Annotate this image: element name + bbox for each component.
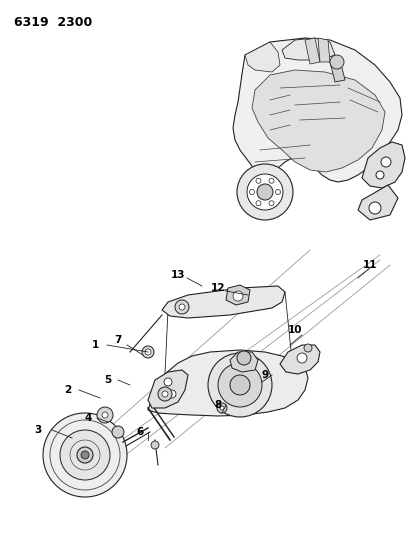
- Circle shape: [269, 178, 274, 183]
- Circle shape: [112, 426, 124, 438]
- Circle shape: [233, 291, 243, 301]
- Circle shape: [97, 407, 113, 423]
- Circle shape: [43, 413, 127, 497]
- Polygon shape: [226, 285, 250, 305]
- Circle shape: [256, 178, 261, 183]
- Circle shape: [247, 174, 283, 210]
- Circle shape: [168, 390, 176, 398]
- Circle shape: [164, 378, 172, 386]
- Text: 6319  2300: 6319 2300: [14, 16, 92, 29]
- Polygon shape: [362, 142, 405, 188]
- Circle shape: [77, 447, 93, 463]
- Text: 2: 2: [64, 385, 72, 395]
- Circle shape: [208, 353, 272, 417]
- Text: 4: 4: [84, 413, 92, 423]
- Polygon shape: [230, 352, 258, 372]
- Circle shape: [369, 202, 381, 214]
- Circle shape: [256, 201, 261, 206]
- Circle shape: [151, 441, 159, 449]
- Polygon shape: [282, 38, 335, 60]
- Polygon shape: [330, 60, 345, 82]
- Circle shape: [218, 363, 262, 407]
- Polygon shape: [162, 286, 285, 318]
- Circle shape: [250, 190, 255, 195]
- Text: 13: 13: [171, 270, 185, 280]
- Circle shape: [145, 349, 151, 355]
- Circle shape: [330, 55, 344, 69]
- Circle shape: [60, 430, 110, 480]
- Circle shape: [179, 304, 185, 310]
- Text: 9: 9: [262, 370, 268, 380]
- Circle shape: [275, 190, 281, 195]
- Polygon shape: [148, 350, 308, 416]
- Circle shape: [304, 344, 312, 352]
- Circle shape: [102, 412, 108, 418]
- Circle shape: [269, 201, 274, 206]
- Circle shape: [237, 351, 251, 365]
- Polygon shape: [233, 38, 402, 182]
- Text: 8: 8: [214, 400, 222, 410]
- Text: 10: 10: [288, 325, 302, 335]
- Circle shape: [376, 171, 384, 179]
- Circle shape: [381, 157, 391, 167]
- Text: 5: 5: [104, 375, 112, 385]
- Text: 11: 11: [363, 260, 377, 270]
- Text: 12: 12: [211, 283, 225, 293]
- Circle shape: [162, 391, 168, 397]
- Polygon shape: [305, 38, 320, 64]
- Polygon shape: [252, 70, 385, 172]
- Circle shape: [230, 375, 250, 395]
- Text: 6: 6: [136, 427, 144, 437]
- Text: 7: 7: [114, 335, 122, 345]
- Circle shape: [297, 353, 307, 363]
- Circle shape: [142, 346, 154, 358]
- Circle shape: [158, 387, 172, 401]
- Circle shape: [237, 164, 293, 220]
- Polygon shape: [358, 185, 398, 220]
- Circle shape: [175, 300, 189, 314]
- Circle shape: [257, 184, 273, 200]
- Polygon shape: [318, 38, 330, 62]
- Polygon shape: [148, 370, 188, 408]
- Polygon shape: [245, 42, 280, 72]
- Circle shape: [81, 451, 89, 459]
- Circle shape: [220, 406, 224, 410]
- Polygon shape: [280, 345, 320, 374]
- Text: 3: 3: [34, 425, 42, 435]
- Text: 1: 1: [91, 340, 99, 350]
- Circle shape: [217, 403, 227, 413]
